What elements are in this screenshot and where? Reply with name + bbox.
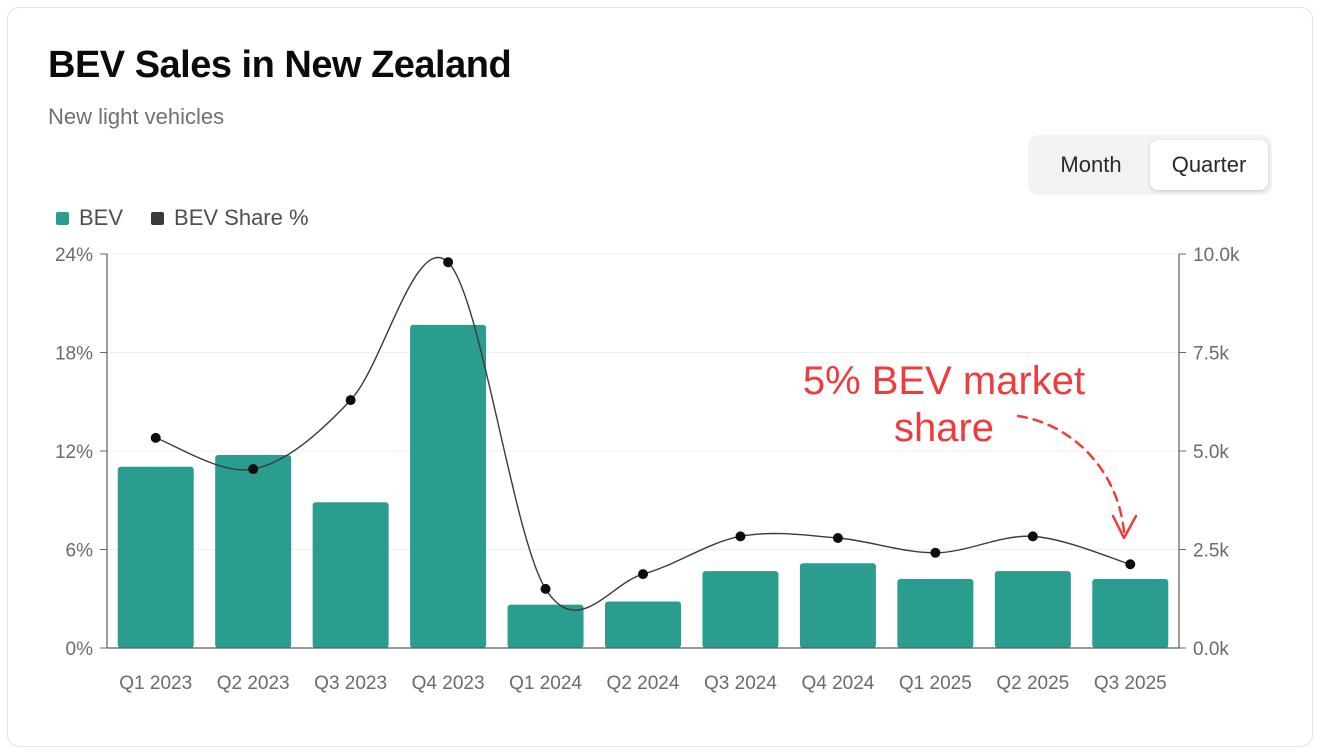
bev-share-point: [638, 569, 648, 580]
x-tick-label: Q3 2023: [314, 673, 387, 694]
x-tick-label: Q4 2023: [412, 673, 485, 694]
legend-swatch-bev: [56, 211, 69, 225]
legend-item-bev-share[interactable]: BEV Share %: [151, 205, 309, 231]
bar: [215, 454, 292, 648]
bev-share-point: [248, 464, 259, 475]
left-tick-label: 24%: [55, 245, 93, 266]
x-tick-label: Q1 2023: [119, 673, 192, 694]
period-toggle: Month Quarter: [1028, 135, 1272, 195]
bev-share-line: [155, 256, 1131, 611]
bev-share-point: [443, 257, 454, 268]
bar: [799, 563, 876, 648]
x-tick-label: Q2 2024: [607, 673, 680, 694]
x-tick-label: Q4 2024: [801, 673, 874, 694]
right-tick-label: 2.5k: [1193, 541, 1229, 562]
bar: [897, 579, 974, 648]
annotation-text-line1: 5% BEV market: [803, 359, 1085, 403]
chart-subtitle: New light vehicles: [48, 104, 225, 129]
legend-item-bev[interactable]: BEV: [56, 205, 123, 231]
bev-share-point: [1027, 531, 1038, 542]
bev-share-point: [345, 395, 356, 406]
left-tick-label: 18%: [55, 344, 93, 365]
x-tick-label: Q1 2024: [509, 673, 582, 694]
right-tick-label: 0.0k: [1193, 639, 1229, 660]
annotation-arrow: [1016, 414, 1126, 534]
bar: [1092, 579, 1169, 648]
x-tick-label: Q3 2024: [704, 673, 777, 694]
bev-share-point: [1125, 559, 1136, 570]
bev-share-point: [540, 583, 551, 594]
right-tick-label: 7.5k: [1193, 344, 1229, 365]
right-tick-label: 5.0k: [1193, 442, 1229, 463]
bar: [507, 604, 584, 648]
bev-share-point: [832, 533, 843, 544]
right-tick-label: 10.0k: [1193, 245, 1240, 266]
left-tick-label: 6%: [66, 541, 94, 562]
bar: [410, 324, 487, 648]
bev-share-point: [150, 432, 161, 443]
toggle-quarter-button[interactable]: Quarter: [1150, 140, 1268, 190]
chart-legend: BEV BEV Share %: [56, 205, 337, 231]
legend-label-bev-share: BEV Share %: [174, 205, 309, 230]
legend-label-bev: BEV: [79, 205, 124, 230]
x-tick-label: Q2 2025: [996, 673, 1069, 694]
bar: [702, 571, 779, 648]
bar: [605, 601, 681, 648]
x-tick-label: Q2 2023: [217, 673, 290, 694]
left-tick-label: 12%: [55, 442, 93, 463]
bar: [994, 571, 1071, 648]
bar: [117, 466, 194, 648]
chart-title: BEV Sales in New Zealand: [48, 44, 512, 86]
annotation-text-line2: share: [894, 406, 994, 450]
legend-swatch-bev-share: [151, 211, 165, 225]
annotation-arrowhead: [1111, 514, 1138, 540]
left-tick-label: 0%: [66, 639, 94, 660]
x-tick-label: Q1 2025: [899, 673, 972, 694]
bar: [312, 502, 389, 648]
toggle-month-button[interactable]: Month: [1060, 152, 1122, 177]
bev-share-point: [735, 531, 746, 542]
bev-share-point: [930, 547, 941, 558]
x-tick-label: Q3 2025: [1094, 673, 1167, 694]
